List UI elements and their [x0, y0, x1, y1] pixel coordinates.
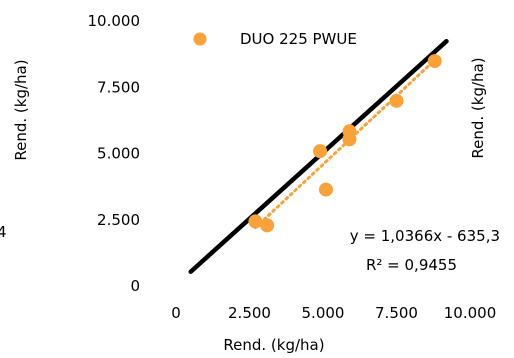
- data-point: [248, 214, 263, 229]
- left-edge-fragment: 4: [0, 223, 7, 241]
- x-axis-ticks: 0 2.500 5.000 7.500 10.000: [171, 304, 496, 322]
- y-axis-title-right: Rend. (kg/ha): [469, 57, 487, 158]
- y-axis-title-left: Rend. (kg/ha): [12, 59, 30, 160]
- y-tick-label: 7.500: [97, 78, 140, 96]
- x-axis-title: Rend. (kg/ha): [223, 336, 324, 354]
- data-point: [260, 218, 275, 233]
- x-tick-label: 2.500: [228, 304, 271, 322]
- y-axis-ticks: 0 2.500 5.000 7.500 10.000: [88, 12, 141, 295]
- x-tick-label: 7.500: [375, 304, 418, 322]
- legend: DUO 225 PWUE: [193, 30, 357, 48]
- y-tick-label: 10.000: [88, 12, 141, 30]
- y-tick-label: 5.000: [97, 145, 140, 163]
- data-point: [389, 93, 404, 108]
- equation-text: y = 1,0366x - 635,3: [350, 227, 500, 245]
- x-tick-label: 10.000: [444, 304, 497, 322]
- data-points: [248, 54, 442, 233]
- trendline-equation: y = 1,0366x - 635,3 R² = 0,9455: [350, 227, 500, 274]
- data-point: [318, 182, 333, 197]
- legend-label: DUO 225 PWUE: [240, 30, 357, 48]
- legend-marker: [193, 32, 207, 46]
- x-tick-label: 0: [171, 304, 181, 322]
- data-point: [342, 132, 357, 147]
- data-point: [313, 144, 328, 159]
- y-tick-label: 0: [130, 277, 140, 295]
- data-point: [427, 54, 442, 69]
- x-tick-label: 5.000: [302, 304, 345, 322]
- y-tick-label: 2.500: [97, 211, 140, 229]
- r-squared-text: R² = 0,9455: [366, 256, 457, 274]
